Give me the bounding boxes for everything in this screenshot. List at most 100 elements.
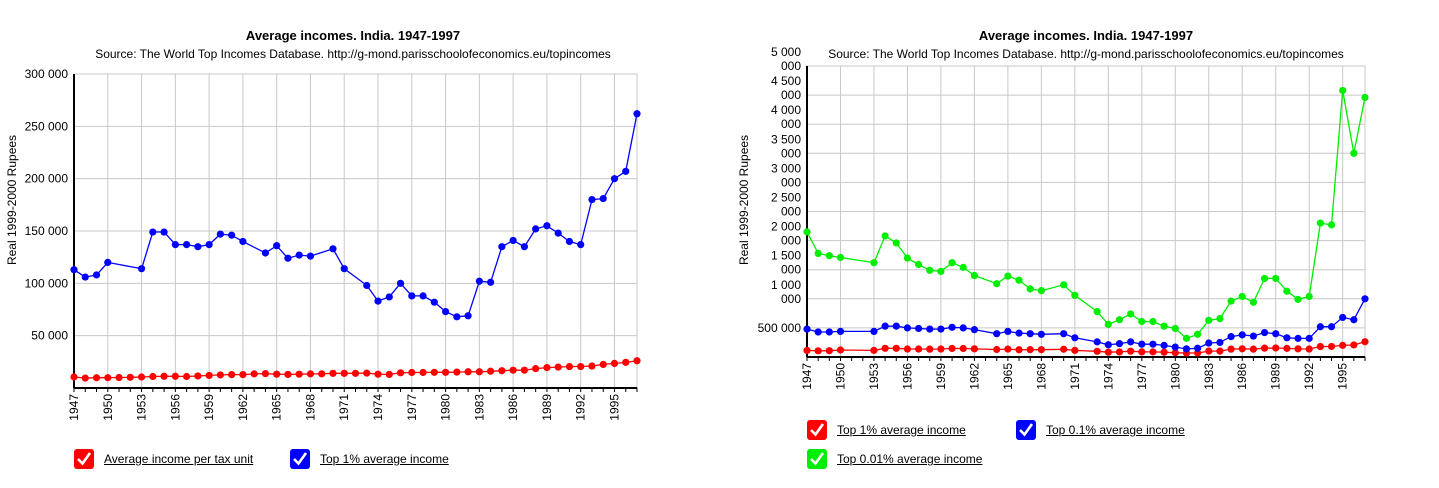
data-point — [565, 362, 574, 371]
data-point — [1004, 272, 1012, 280]
data-point — [836, 253, 845, 262]
data-point — [171, 241, 179, 249]
data-point — [1294, 345, 1302, 353]
y-tick-label-line: 4 500 — [771, 74, 801, 88]
data-point — [959, 263, 967, 271]
y-tick-label: 50 000 — [31, 329, 68, 343]
data-point — [1060, 330, 1068, 338]
x-tick-label: 1989 — [540, 394, 554, 421]
checkbox-icon[interactable] — [290, 449, 310, 469]
data-point — [532, 225, 540, 233]
x-tick-label: 1962 — [236, 394, 250, 421]
data-point — [1238, 292, 1246, 301]
checkbox-icon[interactable] — [807, 420, 827, 440]
data-point — [273, 370, 281, 378]
legend-label[interactable]: Top 0.01% average income — [837, 452, 983, 466]
data-point — [183, 241, 191, 249]
x-tick-label: 1959 — [934, 363, 948, 390]
data-point — [903, 254, 912, 262]
legend-label[interactable]: Average income per tax unit — [104, 452, 254, 466]
legend-label[interactable]: Top 1% average income — [320, 452, 449, 466]
data-point — [1026, 346, 1034, 354]
data-point — [1205, 316, 1213, 324]
data-point — [926, 345, 934, 353]
y-tick-label: 500 000 — [758, 321, 802, 335]
checkbox-icon[interactable] — [807, 449, 827, 469]
y-tick-label: 1 500 000 — [771, 249, 801, 277]
data-point — [1104, 348, 1112, 356]
y-tick-label-line: 2 000 — [771, 220, 801, 234]
y-tick-label-line: 1 500 — [771, 249, 801, 263]
data-point — [993, 330, 1001, 338]
data-point — [1104, 320, 1112, 329]
checkbox-icon[interactable] — [74, 449, 94, 469]
data-point — [1283, 344, 1291, 352]
data-point — [1060, 345, 1068, 353]
data-point — [374, 370, 382, 378]
data-point — [1093, 347, 1101, 355]
x-tick-label: 1956 — [168, 394, 182, 421]
y-tick-label-line: 5 000 — [771, 45, 801, 59]
data-point — [216, 230, 224, 238]
x-tick-label: 1986 — [506, 394, 520, 421]
x-tick-label: 1995 — [607, 394, 621, 421]
data-point — [1194, 344, 1202, 352]
data-point — [1160, 341, 1168, 349]
legend-label[interactable]: Top 0.1% average income — [1046, 423, 1185, 437]
x-tick-label: 1965 — [270, 394, 284, 421]
data-point — [1216, 314, 1224, 323]
data-point — [1339, 86, 1347, 95]
data-point — [228, 231, 236, 239]
data-point — [1182, 345, 1191, 353]
x-tick-label: 1983 — [1202, 363, 1216, 390]
data-point — [881, 322, 889, 330]
data-point — [329, 369, 337, 377]
data-point — [881, 344, 889, 352]
data-point — [1216, 347, 1224, 355]
y-tick-label-line: 000 — [781, 205, 801, 219]
checkbox-icon[interactable] — [1016, 420, 1036, 440]
data-point — [1327, 323, 1336, 331]
chart-left: Average incomes. India. 1947-1997 Source… — [5, 28, 641, 421]
x-tick-label: 1962 — [967, 363, 981, 390]
data-point — [633, 357, 641, 365]
data-point — [554, 229, 562, 237]
data-point — [836, 327, 845, 335]
data-point — [588, 362, 596, 370]
data-point — [543, 363, 551, 372]
data-point — [948, 259, 956, 267]
data-point — [1138, 340, 1146, 348]
chart-panel-right: Average incomes. India. 1947-1997 Source… — [720, 0, 1439, 488]
data-point — [803, 346, 811, 355]
data-point — [1015, 329, 1023, 337]
data-point — [1171, 349, 1179, 357]
x-tick-label: 1968 — [303, 394, 317, 421]
data-point — [363, 369, 371, 377]
data-point — [1260, 344, 1269, 352]
data-point — [205, 371, 213, 380]
data-point — [1283, 334, 1291, 342]
y-tick-label: 100 000 — [25, 276, 69, 290]
data-point — [1350, 149, 1358, 157]
data-point — [903, 345, 912, 353]
data-point — [520, 243, 529, 251]
data-point — [1361, 93, 1369, 102]
chart-panel-left: Average incomes. India. 1947-1997 Source… — [5, 28, 641, 469]
data-point — [1238, 345, 1246, 353]
data-point — [1316, 342, 1324, 351]
data-point — [475, 368, 483, 376]
data-point — [1149, 348, 1157, 356]
legend-label[interactable]: Top 1% average income — [837, 423, 966, 437]
x-tick-label: 1965 — [1001, 363, 1015, 390]
data-point — [92, 374, 101, 382]
data-point — [385, 293, 393, 301]
data-point — [194, 243, 202, 251]
y-tick-label-line: 3 000 — [771, 161, 801, 175]
y-tick-label-line: 2 500 — [771, 191, 801, 205]
data-point — [1227, 345, 1235, 353]
data-point — [1160, 348, 1168, 356]
data-point — [228, 371, 236, 379]
data-point — [171, 372, 179, 380]
data-point — [825, 252, 833, 260]
data-point — [554, 363, 562, 371]
